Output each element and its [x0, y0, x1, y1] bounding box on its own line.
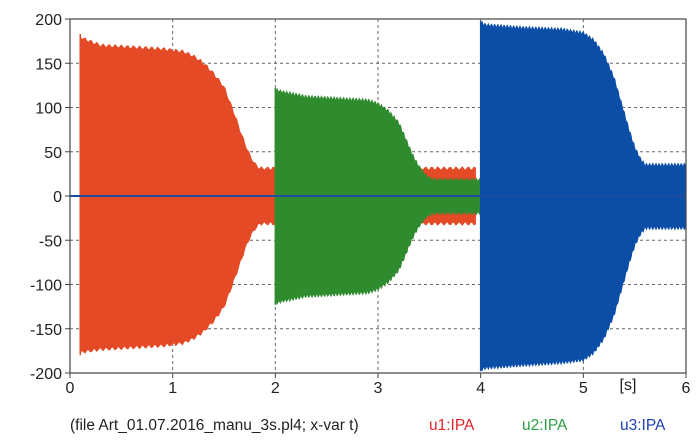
- x-tick-label: 0: [66, 380, 75, 397]
- x-tick-label: 6: [682, 380, 691, 397]
- x-tick-label: 1: [168, 380, 177, 397]
- y-tick-label: -50: [39, 233, 62, 250]
- x-tick-label: 5: [579, 380, 588, 397]
- legend-entry-u3: u3:IPA: [620, 417, 666, 434]
- footer-text: (file Art_01.07.2016_manu_3s.pl4; x-var …: [70, 417, 359, 434]
- x-tick-label: 3: [374, 380, 383, 397]
- plot-layer: [70, 19, 687, 373]
- y-tick-label: 150: [35, 56, 62, 73]
- x-tick-label: 4: [476, 380, 485, 397]
- y-tick-label: -100: [30, 278, 62, 295]
- x-tick-label: 2: [271, 380, 280, 397]
- y-tick-label: -200: [30, 366, 62, 383]
- x-unit-label: [s]: [620, 377, 637, 394]
- legend-entry-u2: u2:IPA: [522, 417, 568, 434]
- axes-layer: 0 1 2 3 4 5 6 200 150 100 50 0 -50 -100 -150 -200: [30, 12, 691, 397]
- y-tick-label: 200: [35, 12, 62, 29]
- y-tick-label: 0: [53, 189, 62, 206]
- legend-entry-u1: u1:IPA: [429, 417, 475, 434]
- y-tick-label: 100: [35, 101, 62, 118]
- y-tick-label: -150: [30, 322, 62, 339]
- y-tick-label: 50: [44, 145, 62, 162]
